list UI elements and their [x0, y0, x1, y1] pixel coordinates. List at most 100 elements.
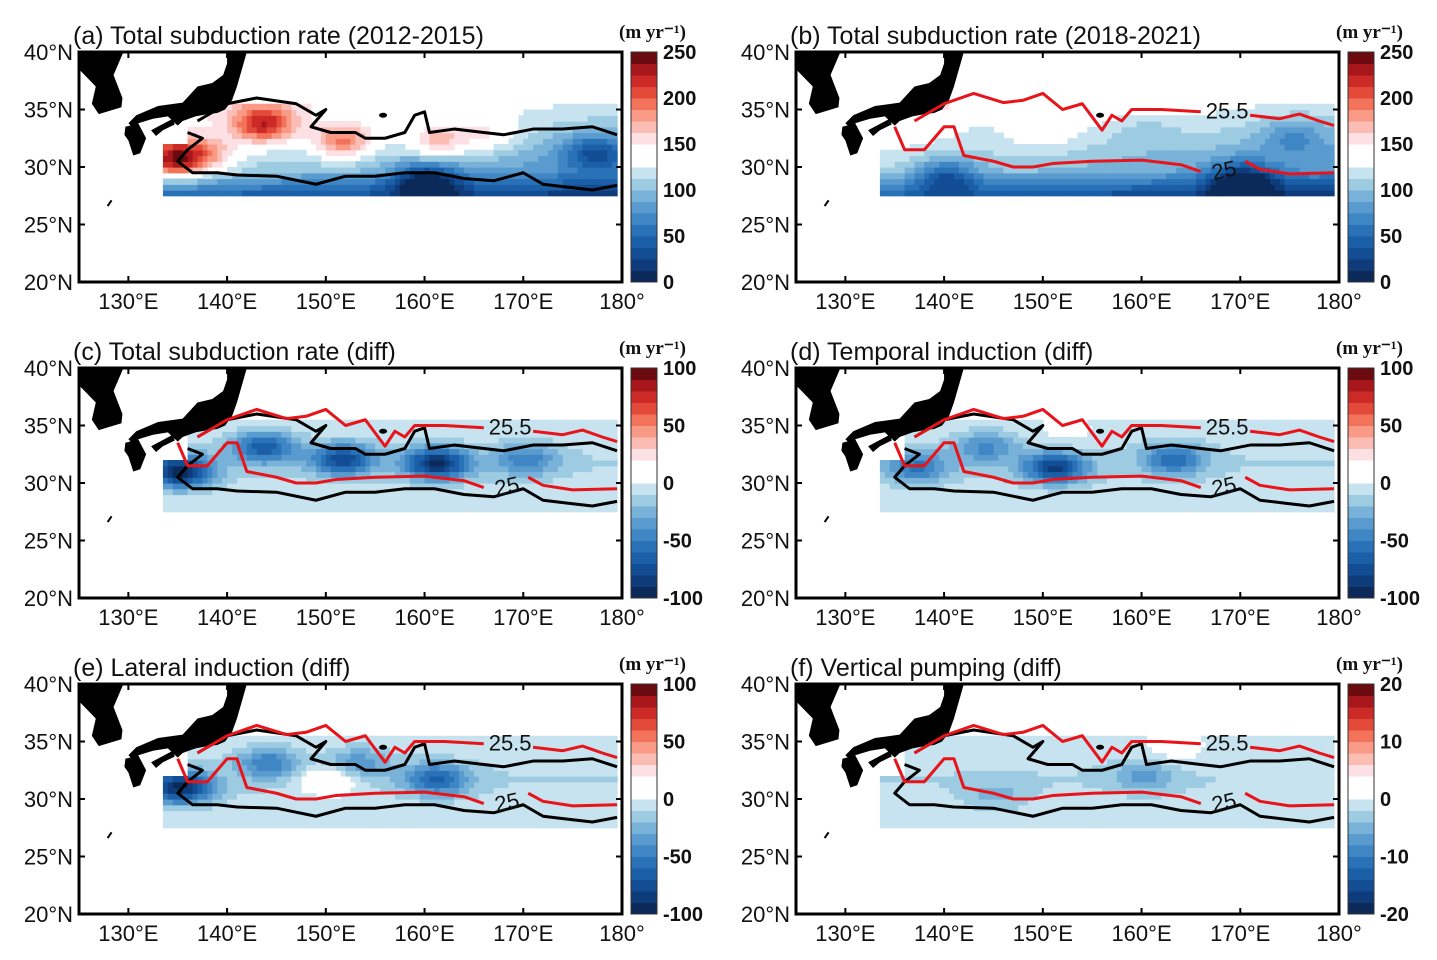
field-cell — [1225, 144, 1231, 151]
field-cell — [1200, 477, 1207, 484]
field-cell — [325, 161, 332, 168]
field-cell — [1324, 103, 1330, 111]
field-cell — [538, 132, 544, 139]
field-cell — [587, 488, 593, 496]
field-cell — [572, 161, 579, 168]
field-cell — [1052, 471, 1059, 478]
field-cell — [202, 132, 208, 139]
field-cell — [1264, 126, 1271, 134]
field-cell — [602, 132, 608, 139]
field-cell — [464, 149, 470, 157]
field-cell — [246, 121, 253, 128]
field-cell — [1235, 138, 1241, 145]
field-cell — [562, 138, 569, 145]
field-cell — [1255, 483, 1261, 490]
field-cell — [1176, 172, 1182, 180]
field-cell — [1047, 172, 1054, 180]
field-cell — [1092, 172, 1098, 180]
field-cell — [340, 460, 347, 467]
field-cell — [1166, 149, 1172, 157]
field-cell — [1057, 483, 1064, 490]
field-cell — [1230, 115, 1236, 122]
field-cell — [1309, 121, 1315, 128]
field-cell — [1210, 172, 1217, 180]
field-cell — [899, 483, 906, 490]
field-cell — [468, 161, 475, 168]
field-cell — [1106, 488, 1113, 496]
field-cell — [513, 465, 519, 473]
field-cell — [266, 190, 273, 197]
field-cell — [1106, 144, 1113, 151]
field-cell — [478, 448, 485, 455]
field-cell — [261, 121, 268, 128]
field-cell — [1185, 454, 1192, 461]
field-cell — [998, 488, 1004, 496]
field-cell — [266, 121, 273, 128]
field-cell — [315, 465, 322, 473]
field-cell — [1008, 155, 1014, 162]
field-cell — [335, 132, 342, 139]
field-cell — [256, 138, 263, 145]
field-cell — [380, 460, 386, 467]
field-cell — [1309, 460, 1315, 467]
field-cell — [1185, 132, 1192, 139]
field-cell — [909, 167, 916, 174]
field-cell — [944, 500, 950, 507]
field-cell — [988, 172, 995, 180]
field-cell — [1299, 448, 1306, 455]
field-cell — [311, 477, 317, 484]
field-cell — [924, 471, 930, 478]
field-cell — [256, 190, 263, 197]
field-cell — [1092, 465, 1098, 473]
field-cell — [582, 167, 589, 174]
field-cell — [197, 483, 204, 490]
field-cell — [340, 483, 347, 490]
field-cell — [1289, 465, 1296, 473]
field-cell — [1141, 115, 1148, 122]
field-cell — [1205, 488, 1212, 496]
field-cell — [301, 471, 307, 478]
field-cell — [1111, 172, 1118, 180]
contour-black-south — [176, 131, 618, 192]
field-cell — [488, 437, 495, 444]
field-cell — [454, 419, 460, 427]
field-cell — [419, 167, 426, 174]
field-cell — [963, 460, 970, 467]
field-cell — [988, 477, 995, 484]
field-cell — [399, 167, 406, 174]
contour-black-south — [176, 447, 618, 508]
field-cell — [1329, 144, 1335, 151]
field-cell — [1116, 132, 1123, 139]
field-cell — [1131, 161, 1138, 168]
field-cell — [167, 184, 174, 191]
field-cell — [439, 437, 445, 444]
field-cell — [459, 500, 465, 507]
field-cell — [602, 471, 608, 478]
field-cell — [513, 167, 519, 174]
field-cell — [241, 500, 248, 507]
field-cell — [513, 149, 519, 157]
field-cell — [449, 184, 455, 191]
field-cell — [414, 172, 421, 180]
field-cell — [232, 190, 238, 197]
field-cell — [454, 138, 460, 145]
field-cell — [1200, 190, 1207, 197]
field-cell — [1126, 477, 1133, 484]
field-cell — [1171, 138, 1177, 145]
field-cell — [1230, 178, 1236, 185]
field-cell — [256, 161, 263, 168]
field-cell — [1245, 109, 1251, 116]
field-cell — [296, 161, 302, 168]
field-cell — [350, 483, 357, 490]
field-cell — [1294, 471, 1301, 478]
field-cell — [380, 500, 386, 507]
field-cell — [572, 121, 579, 128]
field-cell — [434, 167, 440, 174]
field-cell — [899, 500, 906, 507]
field-cell — [1032, 483, 1039, 490]
field-cell — [983, 132, 990, 139]
field-cell — [1279, 460, 1286, 467]
field-cell — [592, 442, 598, 450]
field-cell — [592, 471, 598, 478]
field-cell — [1097, 483, 1103, 490]
